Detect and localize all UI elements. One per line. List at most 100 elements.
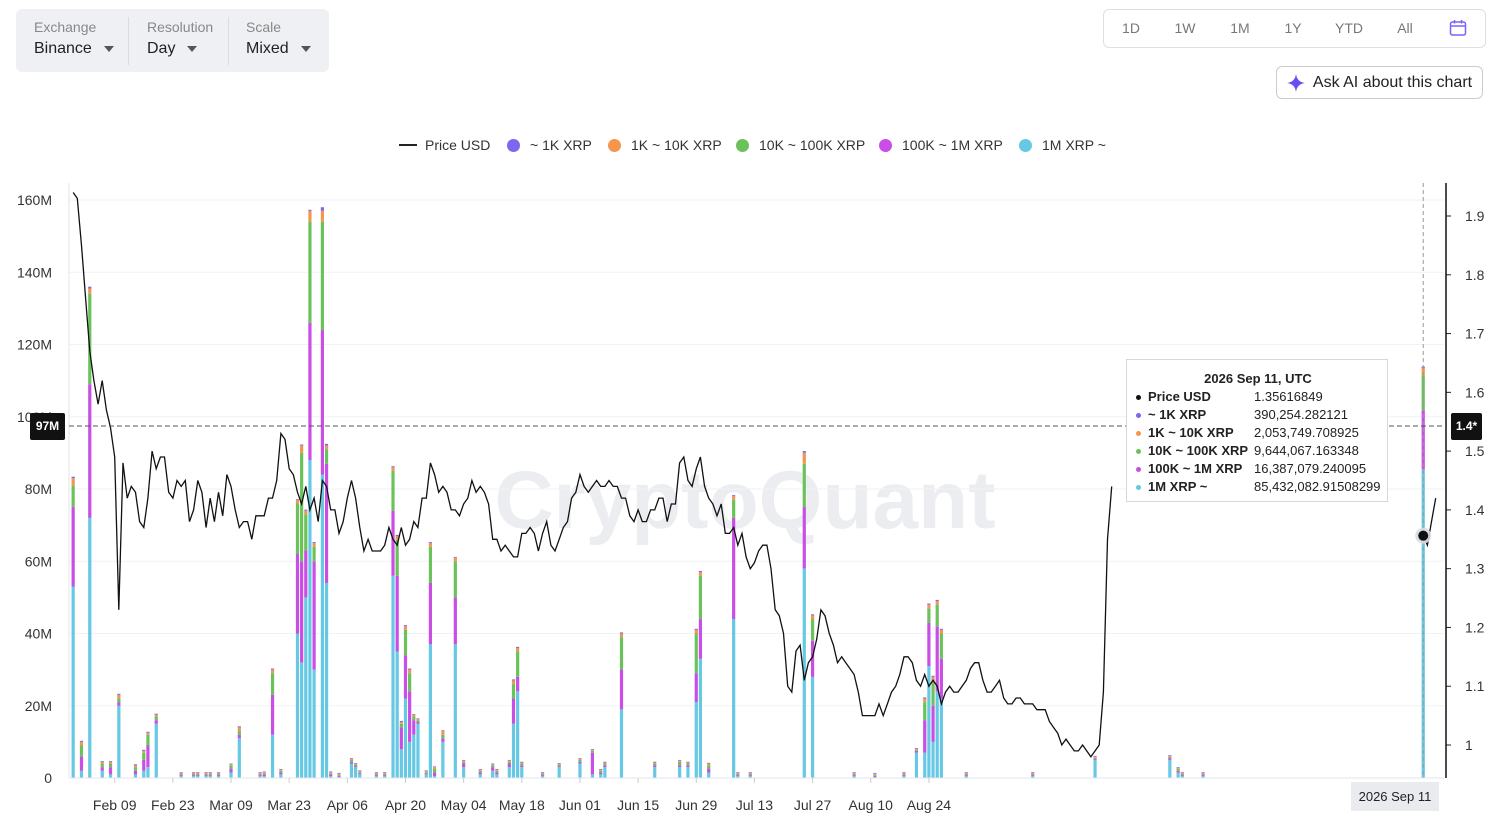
bar-segment (337, 772, 341, 774)
ask-ai-button[interactable]: Ask AI about this chart (1276, 66, 1483, 99)
bar-segment (686, 762, 690, 764)
left-axis-tick-label: 120M (17, 337, 52, 353)
stacked-bar (358, 770, 362, 778)
range-1d-button[interactable]: 1D (1122, 20, 1140, 36)
bar-segment (295, 499, 300, 504)
bar-segment (329, 771, 333, 773)
bar-segment (349, 763, 354, 778)
x-axis-tick-label: Jun 29 (675, 797, 717, 813)
bar-segment (196, 776, 200, 778)
bar-segment (142, 752, 146, 760)
stacked-bar (707, 762, 711, 778)
bar-segment (802, 507, 806, 569)
bar-segment (686, 767, 690, 778)
bar-segment (1093, 759, 1097, 778)
bar-segment (154, 713, 158, 715)
resolution-select[interactable]: Resolution Day (147, 19, 213, 58)
bar-segment (516, 651, 520, 677)
stacked-bar (349, 758, 354, 778)
stacked-bar (873, 772, 877, 778)
bars (71, 207, 1425, 778)
stacked-bar (258, 772, 262, 778)
bar-segment (412, 716, 416, 721)
stacked-bar (1180, 772, 1184, 778)
legend-item-price[interactable]: Price USD (399, 137, 490, 153)
range-1m-button[interactable]: 1M (1230, 20, 1250, 36)
stacked-bar (196, 772, 200, 778)
exchange-select[interactable]: Exchange Binance (34, 19, 114, 58)
stacked-bar (698, 571, 703, 778)
bar-segment (179, 775, 183, 777)
bar-segment (453, 561, 457, 598)
stacked-bar (511, 679, 516, 778)
bar-segment (462, 763, 466, 768)
bar-segment (540, 772, 545, 775)
bar-segment (1176, 767, 1180, 769)
bar-segment (196, 772, 200, 775)
range-1y-button[interactable]: 1Y (1284, 20, 1302, 36)
stacked-bar (391, 466, 395, 778)
right-axis-tick-label: 1.3 (1465, 561, 1485, 577)
stacked-bar (432, 766, 437, 778)
dot-icon (1019, 138, 1032, 152)
bar-segment (432, 766, 437, 768)
bar-segment (179, 772, 183, 773)
bar-segment (117, 702, 121, 706)
line-swatch-icon (399, 144, 417, 146)
legend-item-tier3[interactable]: 10K ~ 100K XRP (736, 137, 865, 153)
scale-select[interactable]: Scale Mixed (246, 19, 311, 58)
bar-segment (79, 740, 84, 742)
bar-segment (320, 221, 324, 331)
bar-segment (931, 676, 935, 681)
bar-segment (491, 770, 495, 778)
bar-segment (599, 774, 603, 778)
stacked-bar (424, 770, 428, 778)
bar-segment (395, 534, 399, 536)
tooltip-name: Price USD (1148, 389, 1211, 404)
bar-segment (516, 691, 520, 778)
range-1w-button[interactable]: 1W (1174, 20, 1196, 36)
bar-segment (324, 449, 329, 464)
stacked-bar (939, 628, 943, 778)
bar-segment (520, 763, 524, 766)
bar-segment (599, 770, 603, 773)
bar-segment (349, 758, 354, 759)
legend-item-tier1[interactable]: ~ 1K XRP (507, 137, 592, 153)
bar-segment (540, 775, 545, 777)
bar-segment (349, 761, 354, 764)
bar-segment (108, 774, 113, 778)
legend-item-tier5[interactable]: 1M XRP ~ (1019, 137, 1106, 153)
calendar-icon[interactable] (1438, 10, 1478, 47)
x-axis-tick-label: Apr 06 (327, 797, 368, 813)
bar-segment (736, 775, 740, 777)
bar-segment (329, 773, 333, 775)
legend-item-tier2[interactable]: 1K ~ 10K XRP (608, 137, 722, 153)
bar-segment (71, 485, 75, 508)
divider (228, 17, 229, 65)
bar-segment (1031, 772, 1035, 775)
bar-segment (208, 772, 212, 775)
bar-segment (923, 702, 927, 721)
stacked-bar (300, 444, 304, 778)
range-all-button[interactable]: All (1397, 20, 1413, 36)
range-ytd-button[interactable]: YTD (1335, 20, 1363, 36)
bar-segment (279, 774, 283, 778)
bar-segment (694, 628, 698, 630)
bar-segment (873, 773, 877, 775)
bar-segment (324, 443, 329, 446)
bar-segment (258, 775, 262, 777)
bar-segment (237, 738, 241, 778)
bar-segment (237, 726, 241, 728)
legend-item-tier4[interactable]: 100K ~ 1M XRP (879, 137, 1003, 153)
bar-segment (495, 774, 499, 778)
bar-segment (408, 673, 412, 692)
stacked-bar (142, 749, 146, 778)
bar-segment (142, 770, 146, 778)
bar-segment (142, 750, 146, 753)
stacked-bar (852, 772, 856, 778)
bar-segment (732, 499, 736, 518)
bar-segment (399, 722, 403, 724)
bar-segment (478, 772, 482, 775)
legend-label: 1K ~ 10K XRP (631, 137, 722, 153)
